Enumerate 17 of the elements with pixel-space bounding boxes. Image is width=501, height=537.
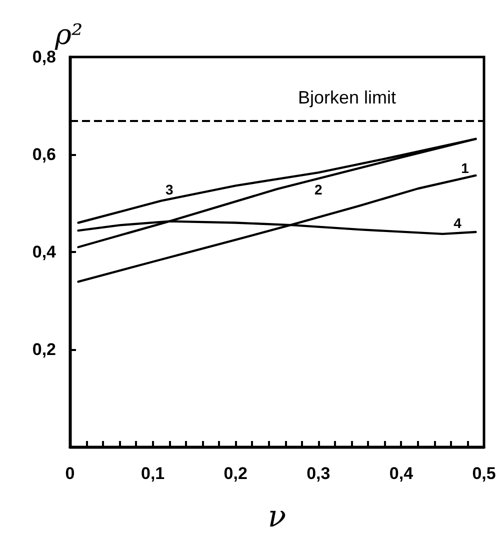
annotation: 3 bbox=[165, 181, 174, 198]
x-tick-label: 0,5 bbox=[472, 464, 496, 483]
y-tick-label: 0,8 bbox=[32, 48, 56, 66]
x-axis-title: ν bbox=[268, 500, 286, 534]
x-tick-label: 0,4 bbox=[389, 464, 414, 483]
annotation: 4 bbox=[454, 214, 462, 231]
y-tick-label: 0,2 bbox=[32, 340, 56, 359]
y-tick-label: 0,6 bbox=[32, 145, 56, 164]
y-tick-label: 0,4 bbox=[32, 242, 57, 262]
annotation: 1 bbox=[461, 160, 470, 176]
y-axis-title: ρ² bbox=[54, 18, 83, 52]
x-tick-label: 0,2 bbox=[224, 464, 248, 483]
x-tick-label: 0,3 bbox=[306, 464, 330, 483]
x-tick-label: 0,1 bbox=[140, 464, 165, 483]
ref-line-label: Bjorken limit bbox=[298, 87, 396, 108]
x-tick-label: 0 bbox=[65, 464, 75, 483]
annotation: 2 bbox=[314, 181, 322, 198]
